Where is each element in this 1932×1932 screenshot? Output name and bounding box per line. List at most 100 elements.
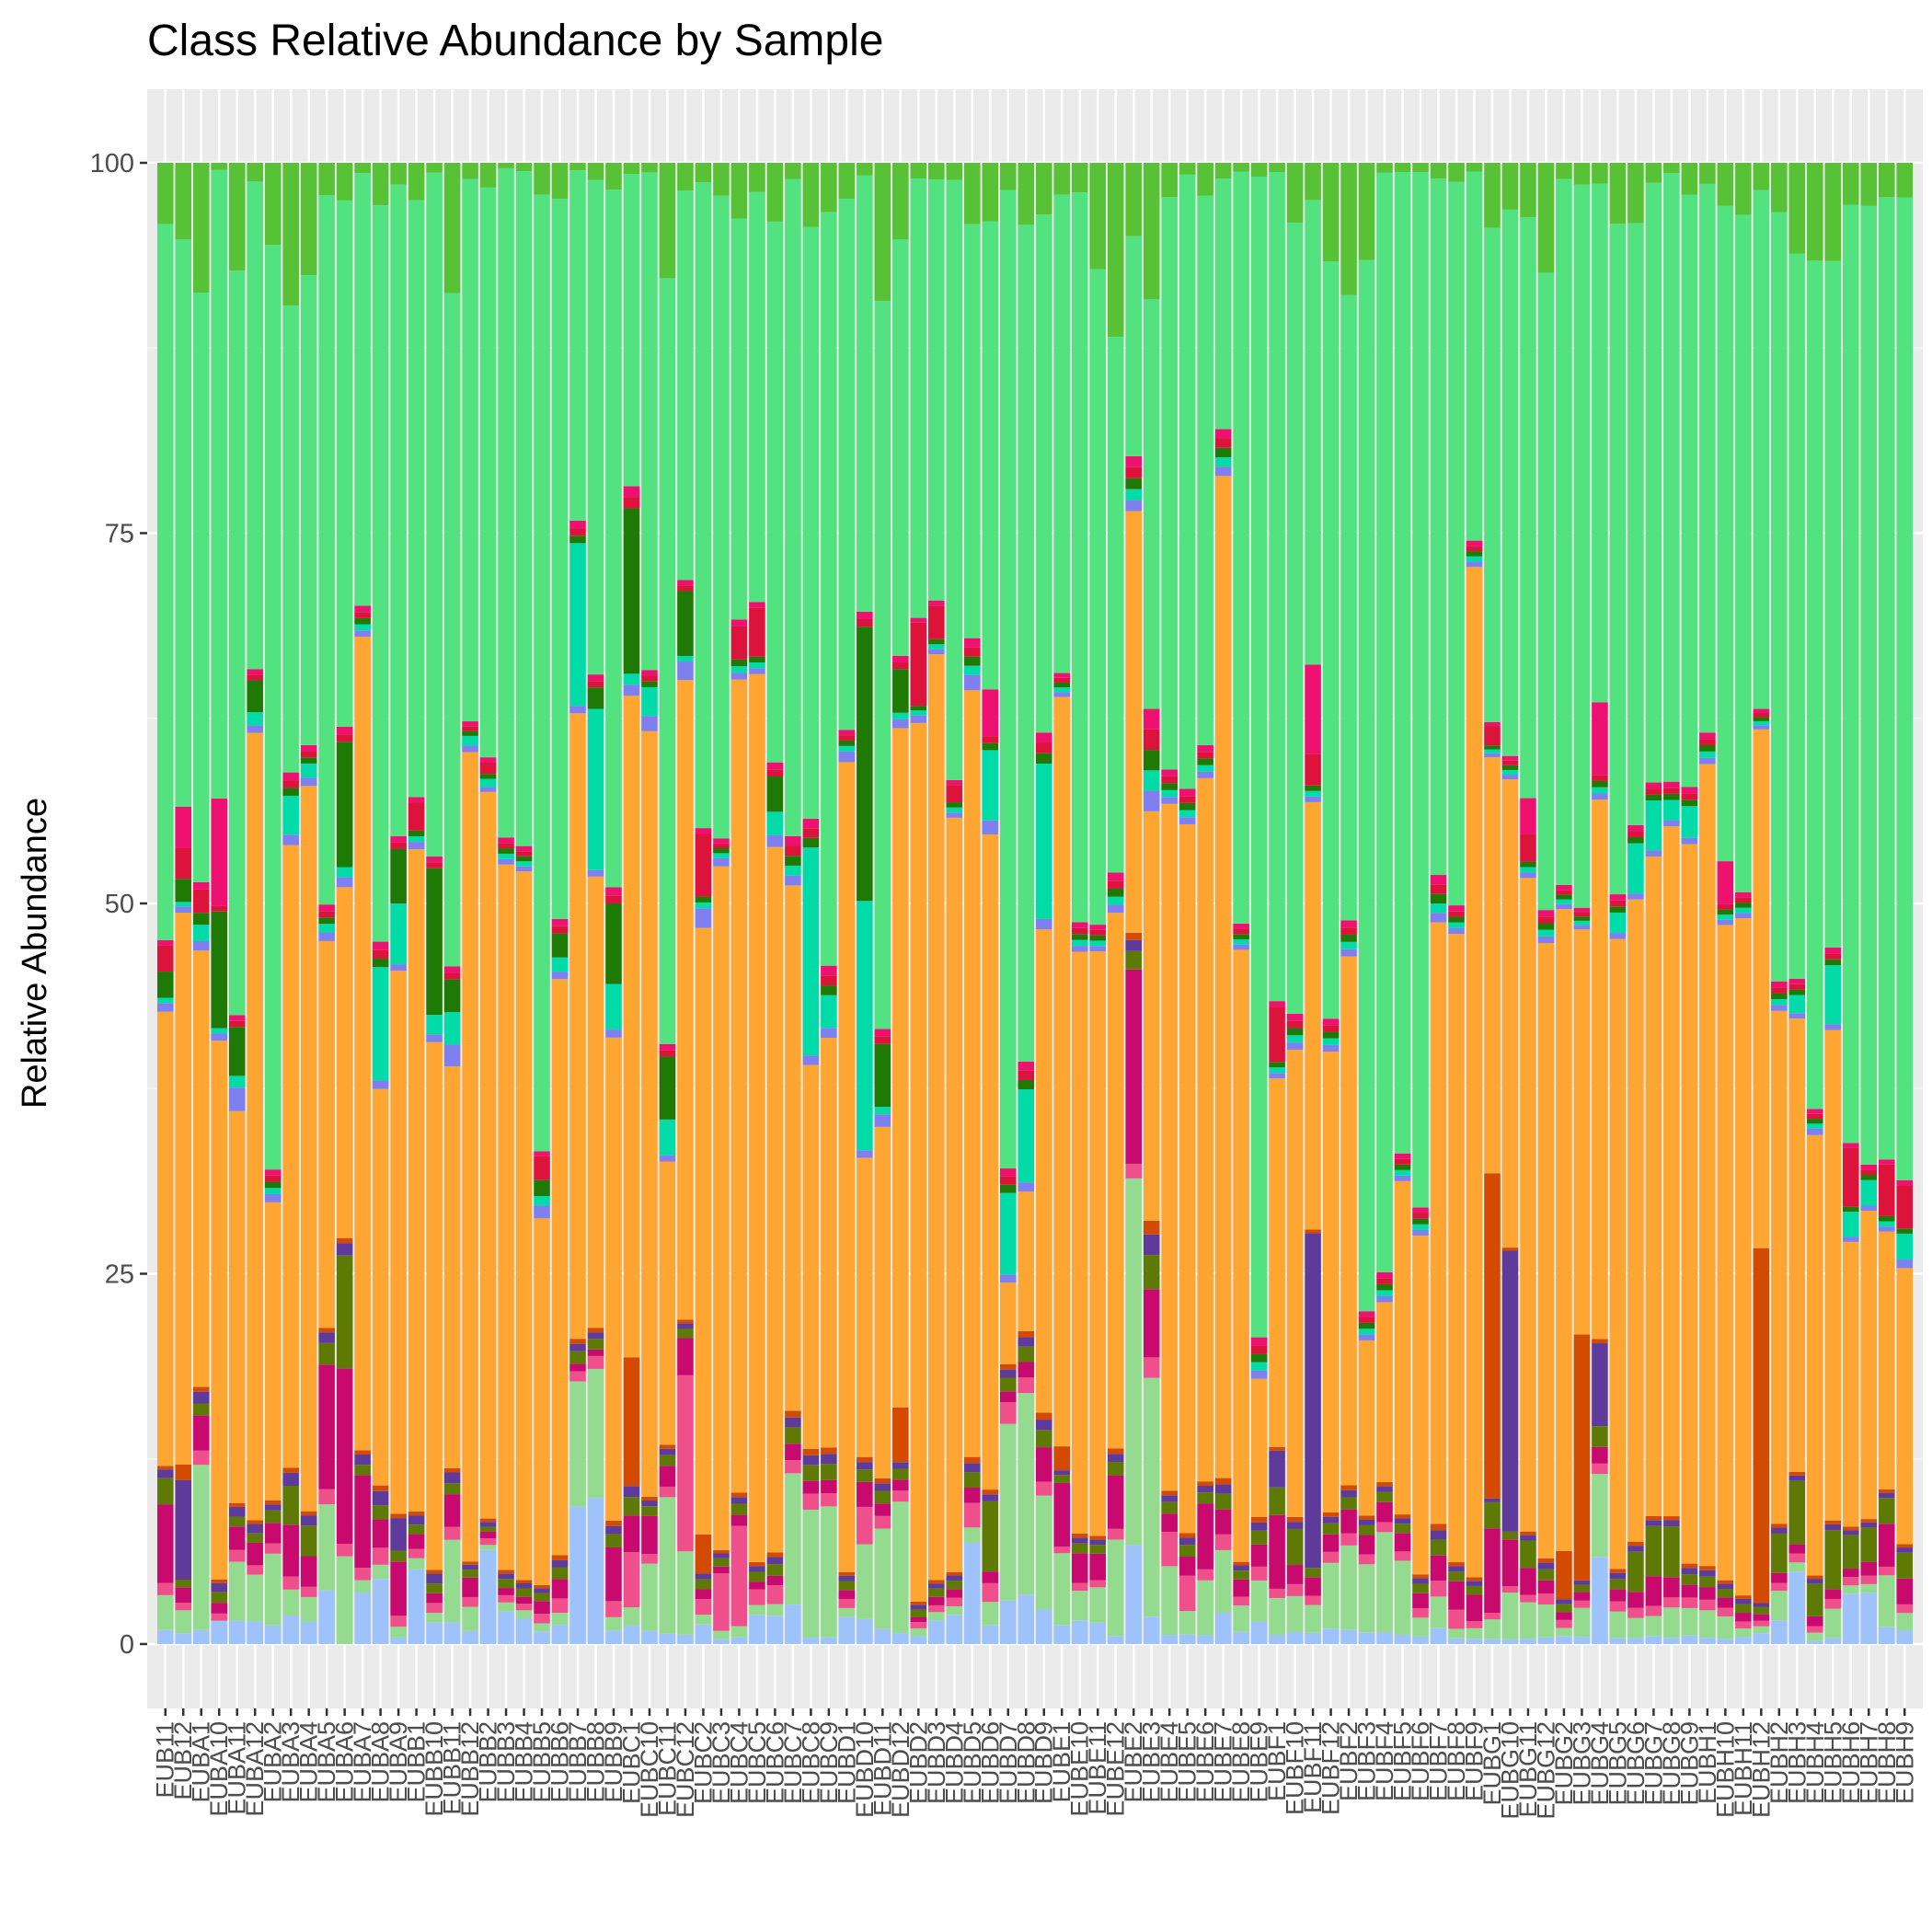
bar-segment: [892, 655, 909, 663]
bar-segment: [1788, 1571, 1806, 1644]
bar-segment: [1018, 1079, 1035, 1090]
bar-segment: [1071, 1537, 1088, 1544]
bar-segment: [1233, 163, 1249, 172]
bar-segment: [1214, 1493, 1232, 1510]
bar-segment: [1735, 903, 1752, 908]
bar-segment: [426, 1570, 443, 1574]
bar-segment: [677, 1338, 694, 1375]
bar-segment: [766, 1557, 784, 1565]
bar-segment: [534, 1601, 550, 1615]
bar-segment: [1053, 1470, 1071, 1476]
bar-segment: [928, 638, 945, 645]
bar-segment: [1125, 1163, 1142, 1179]
bar-segment: [282, 1615, 299, 1644]
bar-segment: [1018, 1337, 1035, 1347]
bar-segment: [354, 617, 371, 625]
bar-segment: [1573, 163, 1591, 185]
bar-segment: [1269, 1588, 1285, 1598]
bar-segment: [1484, 1613, 1501, 1620]
bar-segment: [354, 1454, 371, 1466]
bar-segment: [1824, 1638, 1842, 1644]
bar-segment: [551, 163, 569, 200]
bar-segment: [623, 1626, 640, 1644]
bar-segment: [605, 1630, 622, 1644]
bar-segment: [1269, 1078, 1285, 1447]
x-tick-label: EUBE10: [1066, 1721, 1094, 1817]
bar-stack-EUBC7: [785, 163, 801, 1644]
bar-segment: [1430, 1627, 1447, 1644]
bar-segment: [1556, 890, 1572, 895]
bar-segment: [1878, 197, 1895, 1160]
bar-segment: [228, 1561, 246, 1621]
bar-segment: [426, 1041, 443, 1570]
bar-segment: [1107, 1448, 1124, 1455]
bar-segment: [605, 1029, 622, 1038]
bar-segment: [1053, 1446, 1071, 1471]
bar-segment: [247, 1524, 263, 1534]
bar-segment: [1663, 826, 1680, 1517]
bar-segment: [1161, 1513, 1178, 1533]
bar-segment: [1681, 1584, 1698, 1598]
bar-segment: [372, 1547, 389, 1565]
bar-segment: [641, 675, 658, 682]
y-tick-label: 75: [105, 520, 134, 549]
bar-segment: [1376, 1532, 1393, 1632]
bar-segment: [1197, 765, 1213, 772]
bar-segment: [426, 1622, 443, 1644]
bar-stack-EUBG7: [1645, 163, 1662, 1644]
bar-segment: [785, 1460, 801, 1474]
bar-segment: [534, 1205, 550, 1219]
bar-segment: [156, 1594, 174, 1630]
bar-segment: [730, 626, 748, 660]
bar-segment: [785, 856, 801, 866]
bar-segment: [1358, 1322, 1375, 1329]
bar-stack-EUBH11: [1735, 163, 1752, 1644]
bar-segment: [1645, 782, 1662, 789]
bar-segment: [372, 949, 389, 960]
x-tick-label: EUBG9: [1675, 1721, 1703, 1806]
bar-segment: [1717, 163, 1734, 206]
bar-segment: [1466, 567, 1483, 1578]
bar-segment: [1340, 956, 1357, 1486]
bar-segment: [282, 1524, 299, 1577]
bar-segment: [587, 163, 604, 180]
bar-segment: [336, 1556, 353, 1644]
bar-segment: [1125, 455, 1142, 467]
x-tick-label: EUBA3: [277, 1721, 305, 1803]
bar-segment: [874, 1528, 891, 1629]
bar-segment: [1807, 1123, 1823, 1129]
x-tick-label: EUBC12: [672, 1721, 699, 1818]
bar-segment: [1663, 820, 1680, 827]
bar-segment: [659, 1056, 676, 1120]
bar-segment: [228, 1516, 246, 1527]
bar-segment: [1573, 929, 1591, 1335]
bar-segment: [426, 1593, 443, 1604]
bar-segment: [1501, 1639, 1519, 1644]
x-tick-label: EUBH1: [1694, 1721, 1721, 1804]
bar-segment: [372, 1088, 389, 1486]
bar-segment: [1860, 1527, 1878, 1562]
bar-segment: [426, 1573, 443, 1584]
bar-segment: [1412, 1578, 1429, 1584]
bar-segment: [982, 820, 999, 834]
bar-stack-EUBG10: [1501, 163, 1519, 1644]
bar-stack-EUBC11: [659, 163, 676, 1644]
bar-segment: [1573, 907, 1591, 913]
bar-segment: [1735, 1628, 1752, 1638]
bar-segment: [802, 163, 820, 227]
bar-segment: [498, 837, 514, 844]
bar-segment: [534, 1614, 550, 1624]
bar-segment: [1717, 1589, 1734, 1598]
x-tick-label: EUBA6: [331, 1721, 359, 1803]
bar-segment: [1699, 744, 1716, 752]
bar-segment: [390, 1637, 407, 1644]
bar-segment: [1233, 1605, 1249, 1632]
bar-segment: [247, 712, 263, 726]
bar-segment: [1448, 905, 1465, 912]
bar-segment: [946, 785, 963, 803]
bar-segment: [677, 1328, 694, 1339]
bar-segment: [1824, 1524, 1842, 1531]
bar-segment: [336, 1237, 353, 1244]
bar-segment: [1878, 1226, 1895, 1232]
